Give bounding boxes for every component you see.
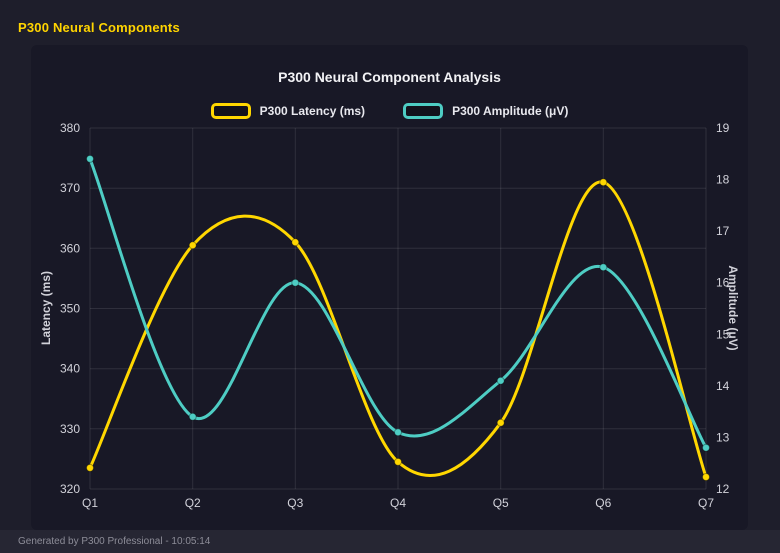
data-point[interactable] [702,473,710,481]
data-point[interactable] [188,241,197,250]
amplitude-legend-label: P300 Amplitude (μV) [452,104,569,118]
left-tick-label: 360 [60,241,80,255]
chart-panel: 320 330 340 350 360 370 380 12 13 14 15 16 17 18 19 Q1 Q… [31,45,748,530]
left-tick-label: 370 [60,181,80,195]
left-tick-label: 350 [60,302,80,316]
right-tick-label: 13 [716,430,730,444]
data-point[interactable] [394,428,402,437]
left-tick-label: 380 [60,121,80,135]
legend-item-amplitude[interactable]: P300 Amplitude (μV) [403,103,568,119]
left-tick-label: 330 [60,422,80,436]
x-tick-label: Q4 [390,496,406,510]
amplitude-legend-swatch [403,103,444,119]
right-tick-label: 14 [716,379,730,393]
line-chart-canvas: 320 330 340 350 360 370 380 12 13 14 15 16 17 18 19 Q1 Q… [60,121,730,510]
latency-legend-label: P300 Latency (ms) [259,104,366,118]
data-point[interactable] [599,178,608,187]
x-tick-label: Q3 [287,496,303,510]
data-point[interactable] [86,463,94,472]
right-tick-label: 18 [716,173,730,187]
app-title: P300 Neural Components [18,20,180,35]
left-axis-title: Latency (ms) [39,270,53,346]
legend-item-latency[interactable]: P300 Latency (ms) [210,103,366,119]
data-point[interactable] [496,418,505,427]
data-point[interactable] [702,443,710,452]
right-tick-label: 12 [716,482,730,496]
data-point[interactable] [86,154,94,163]
latency-legend-swatch [210,103,251,119]
right-axis-title: Amplitude (μV) [726,265,740,351]
status-bar: Generated by P300 Professional - 10:05:1… [0,530,780,553]
data-point[interactable] [394,457,402,466]
right-tick-label: 15 [716,327,730,341]
x-tick-label: Q6 [595,496,611,510]
data-point[interactable] [291,278,300,287]
x-tick-label: Q7 [698,496,714,510]
data-point[interactable] [291,238,300,247]
data-point[interactable] [188,412,197,421]
chart-title: P300 Neural Component Analysis [278,69,501,85]
x-tick-label: Q1 [82,496,98,510]
right-tick-label: 16 [716,276,730,290]
status-text: Generated by P300 Professional - 10:05:1… [18,536,211,547]
chart-legend: P300 Latency (ms) P300 Amplitude (μV) [31,103,748,119]
x-tick-label: Q2 [185,496,201,510]
right-tick-label: 19 [716,121,730,135]
x-tick-label: Q5 [493,496,509,510]
left-tick-label: 340 [60,362,80,376]
left-tick-label: 320 [60,482,80,496]
right-tick-label: 17 [716,224,730,238]
data-point[interactable] [599,263,608,272]
data-point[interactable] [496,376,505,385]
